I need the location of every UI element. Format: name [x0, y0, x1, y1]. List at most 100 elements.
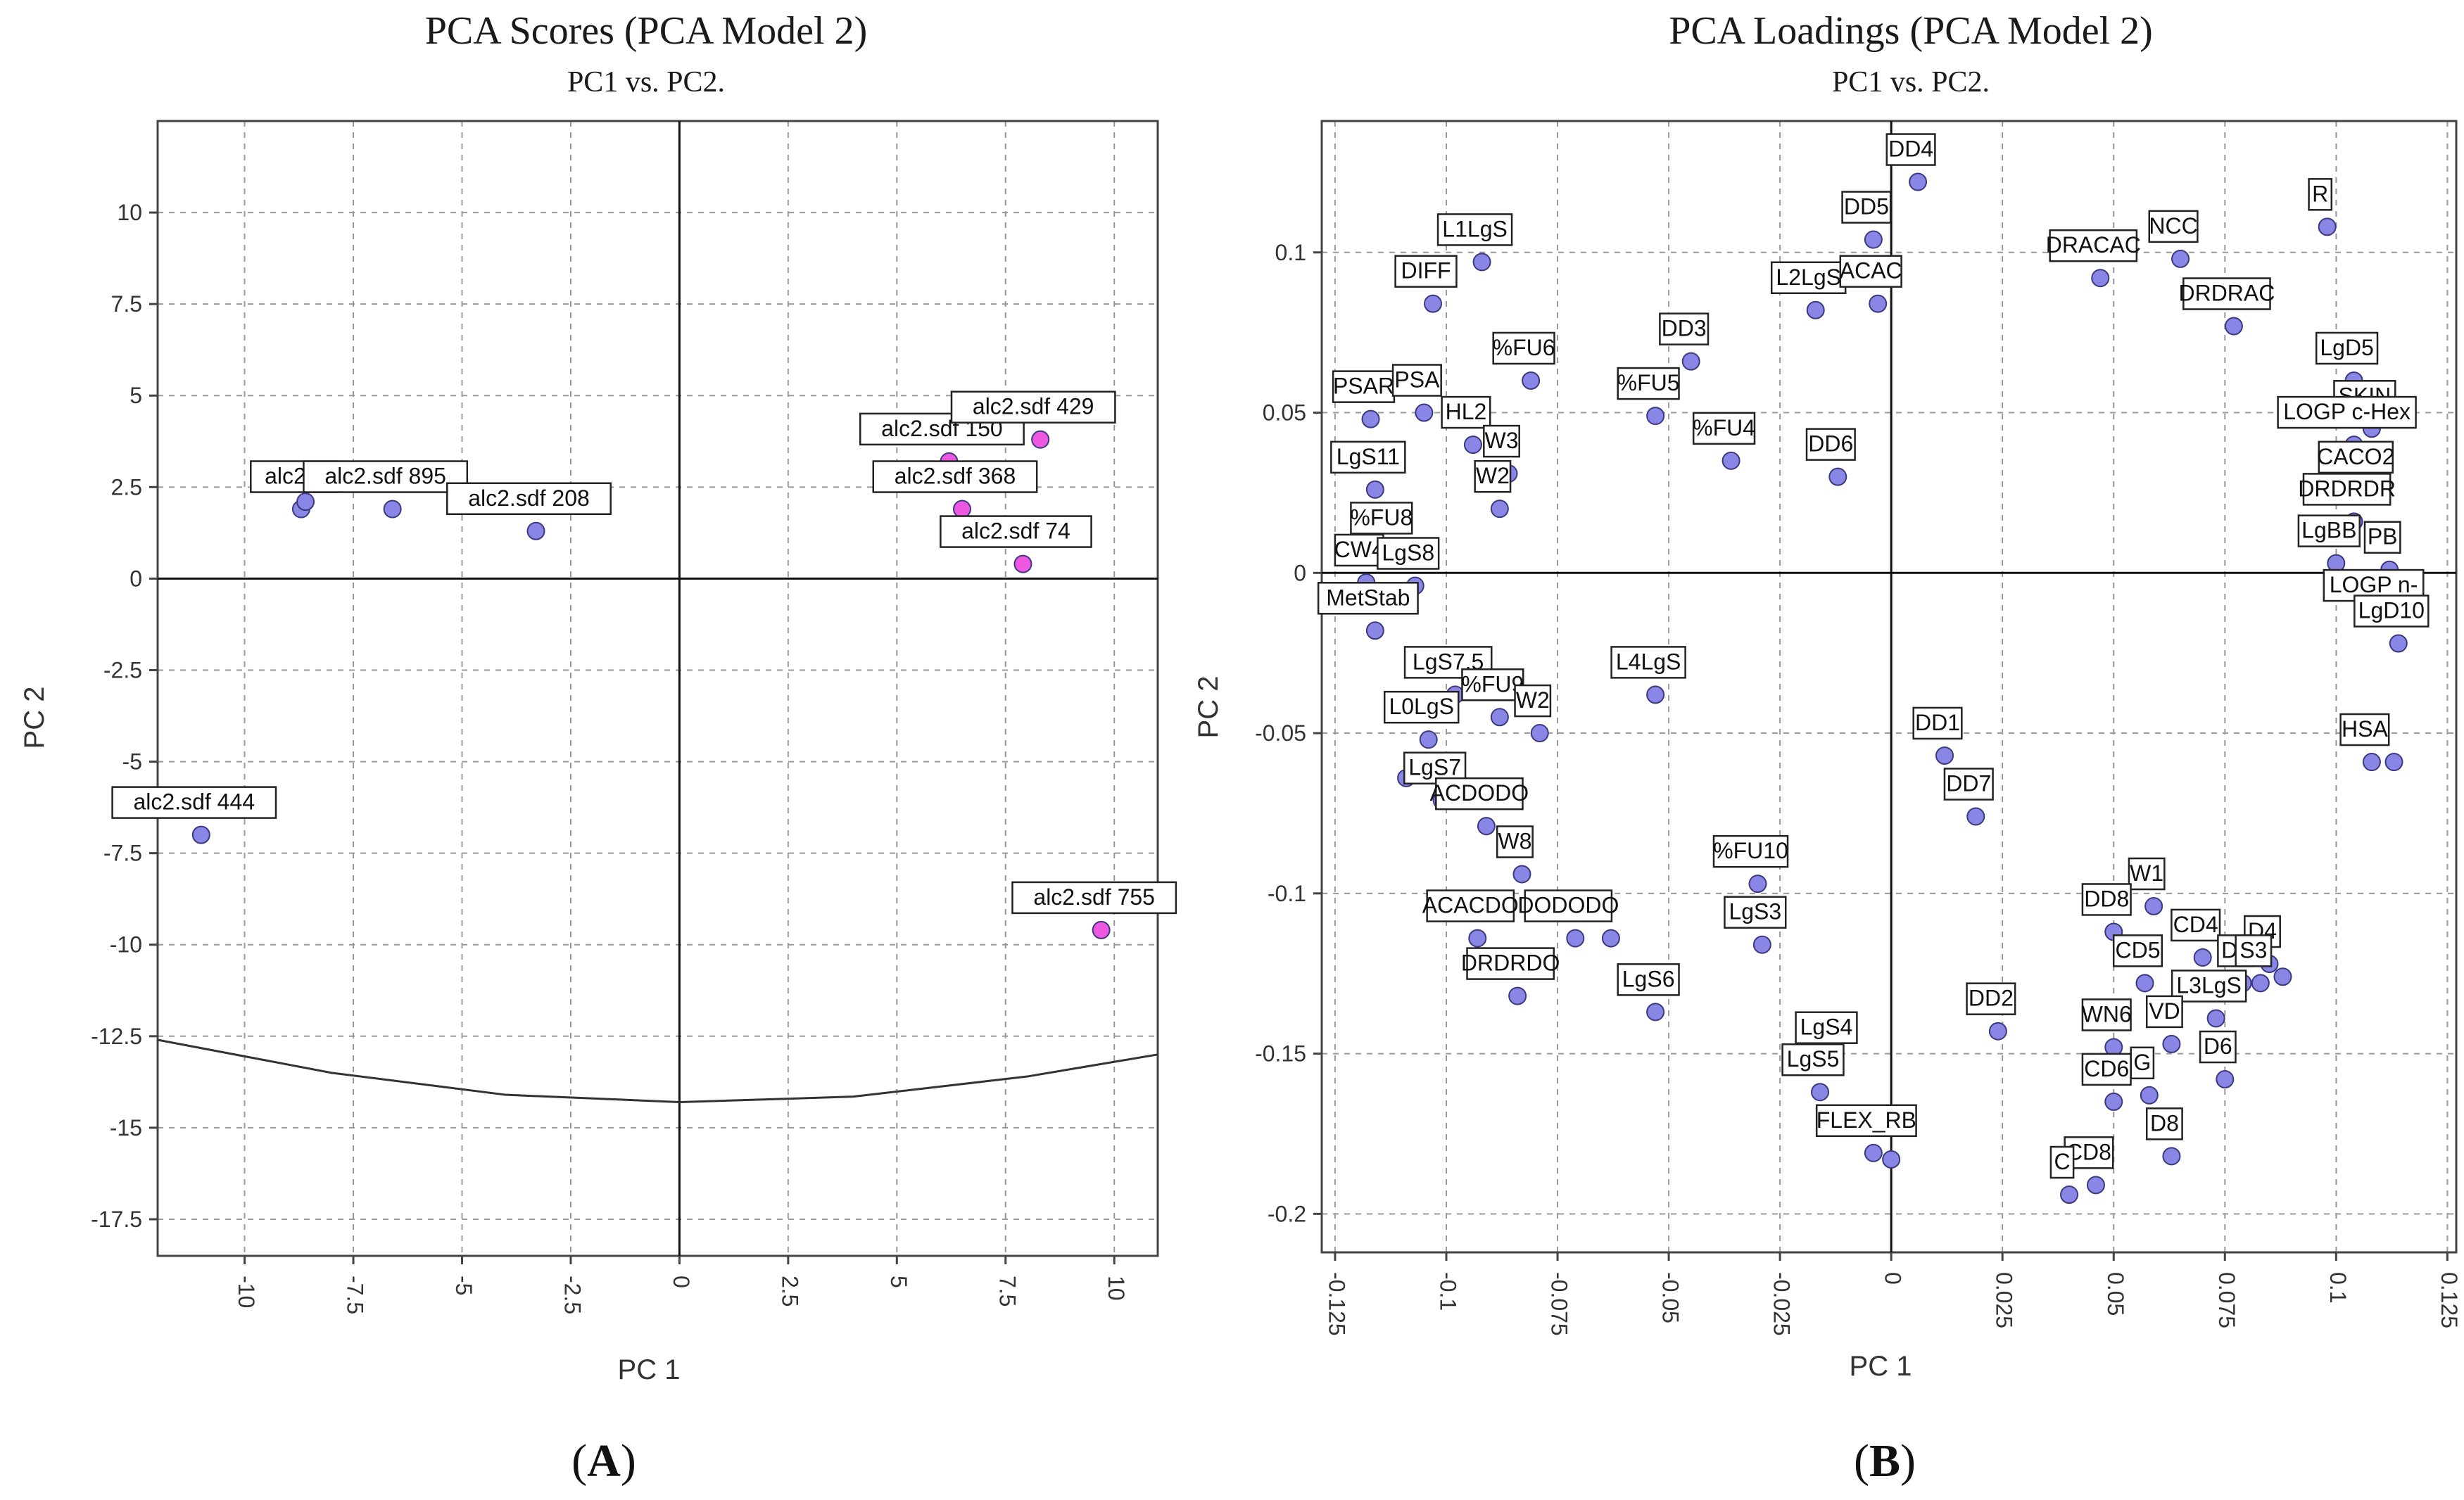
point-label: NCC: [2149, 213, 2197, 239]
point-label-box: [2148, 210, 2199, 243]
point-label-box: [1966, 982, 2016, 1015]
x-tick-label: -0.075: [1547, 1272, 1572, 1336]
y-tick-label: -10: [110, 932, 142, 958]
loadings-y-axis-label: PC 2: [1193, 676, 1224, 739]
point-label: L3LgS: [2176, 972, 2242, 998]
y-tick-label: -7.5: [103, 841, 142, 866]
point-label: ACACDO: [1422, 893, 1519, 918]
data-point: [1468, 929, 1487, 948]
point-label-box: [1912, 706, 1963, 740]
point-label: ACDODO: [1430, 780, 1529, 806]
scores-chart: PCA Scores (PCA Model 2) PC1 vs. PC2. PC…: [19, 9, 1177, 1385]
x-tick-label: -0.125: [1325, 1272, 1350, 1336]
point-label-box: [2363, 521, 2401, 554]
data-point: [1864, 230, 1883, 249]
point-label: CD5: [2115, 937, 2160, 962]
scores-subtitle: PC1 vs. PC2.: [567, 66, 725, 98]
x-tick-label: 0: [1881, 1272, 1906, 1285]
data-point: [1811, 1083, 1830, 1102]
x-tick-label: 0.025: [1992, 1272, 2017, 1328]
point-label-box: [950, 390, 1116, 424]
y-tick-label: -17.5: [91, 1207, 142, 1232]
y-tick-label: -12.5: [91, 1024, 142, 1049]
point-label-box: [1514, 684, 1552, 718]
data-point: [1365, 621, 1384, 640]
point-label-box: [2277, 395, 2417, 429]
point-label-box: [940, 515, 1092, 548]
point-label: DD4: [1888, 136, 1933, 162]
scores-x-axis-label: PC 1: [618, 1354, 681, 1385]
data-point: [2104, 1092, 2123, 1111]
point-label: alc2.sdf 208: [468, 485, 590, 511]
point-label: LgS7: [1408, 755, 1461, 780]
point-label-box: [1617, 963, 1680, 996]
point-label: %FU4: [1693, 415, 1755, 440]
point-label-box: [2182, 277, 2271, 310]
y-tick-label: -0.2: [1268, 1201, 1306, 1226]
point-label: FLEX_RB: [1817, 1107, 1916, 1133]
data-point: [1601, 929, 1620, 948]
point-label: LgS6: [1622, 966, 1675, 991]
panel-label-a: (A): [571, 1435, 636, 1487]
score-point-pink: [1013, 554, 1032, 573]
point-label: alc2.sdf 755: [1033, 884, 1155, 910]
data-point: [526, 521, 545, 540]
data-point: [1646, 407, 1665, 426]
point-label-box: [1466, 947, 1555, 980]
data-point: [1646, 685, 1665, 704]
point-label: W2: [1516, 687, 1550, 713]
point-label: S3: [2239, 937, 2267, 962]
point-label-box: [1377, 537, 1440, 570]
point-label: %FU10: [1713, 838, 1788, 863]
point-label-box: [2171, 908, 2221, 942]
point-label-box: [1524, 889, 1613, 922]
data-point: [1365, 480, 1384, 499]
data-point: [2384, 753, 2403, 772]
point-label-box: [1805, 428, 1856, 461]
point-label-box: [1394, 255, 1458, 288]
point-label-box: [1839, 255, 1902, 288]
point-label: L0LgS: [1389, 694, 1454, 719]
y-tick-label: 10: [117, 200, 142, 225]
point-label: alc2.sdf 895: [324, 464, 446, 489]
point-label-box: [1317, 582, 1419, 615]
panel-label-b: (B): [1854, 1435, 1916, 1487]
point-label: DRDRAC: [2178, 281, 2275, 306]
x-tick-label: -0.025: [1769, 1272, 1795, 1336]
point-label-box: [2130, 1046, 2155, 1080]
data-point: [296, 492, 315, 511]
point-label: %FU6: [1493, 335, 1555, 360]
point-label: %FU5: [1617, 370, 1680, 395]
point-label-box: [2049, 229, 2138, 262]
data-point: [1752, 935, 1771, 954]
data-point: [2389, 634, 2408, 653]
data-point: [2224, 317, 2243, 336]
point-label-box: [1692, 412, 1756, 445]
point-label-box: [1436, 213, 1513, 246]
point-label: DD3: [1662, 316, 1707, 341]
point-label: DD2: [1969, 986, 2014, 1011]
point-label: W1: [2130, 860, 2163, 886]
data-point: [1681, 352, 1700, 371]
point-label-box: [1496, 825, 1534, 858]
data-point: [1828, 467, 1847, 486]
point-label: WN6: [2082, 1001, 2132, 1027]
x-tick-label: 10: [1104, 1276, 1129, 1301]
point-label: LOGP n-: [2330, 572, 2418, 597]
point-label: R: [2312, 181, 2328, 206]
data-point: [1864, 1143, 1883, 1162]
point-label: W8: [1498, 828, 1531, 853]
x-tick-label: 0.1: [2325, 1272, 2351, 1303]
point-label: PB: [2368, 524, 2398, 549]
point-label: PSA: [1394, 367, 1440, 393]
point-label: LgS4: [1800, 1015, 1853, 1040]
data-point: [1477, 817, 1496, 836]
y-tick-label: 0.05: [1263, 400, 1306, 426]
data-point: [1472, 253, 1491, 272]
point-label-box: [1712, 834, 1789, 868]
point-label-box: [2297, 514, 2361, 547]
point-label-box: [2315, 331, 2379, 365]
point-label: CACO2: [2317, 444, 2394, 469]
